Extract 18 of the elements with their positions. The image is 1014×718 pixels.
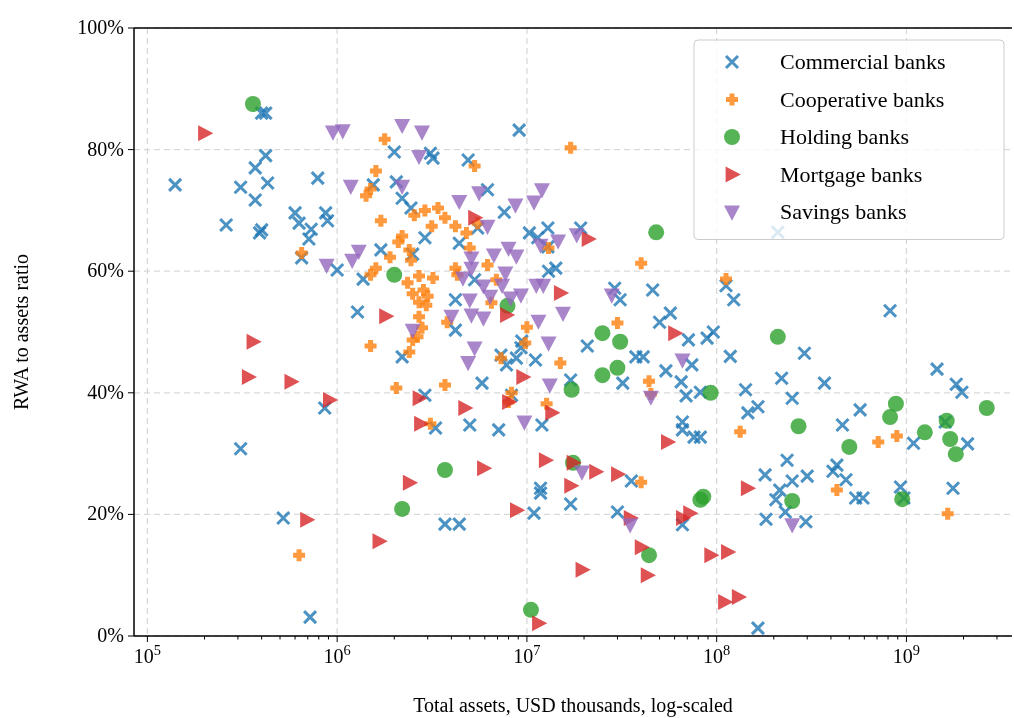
x-axis-title: Total assets, USD thousands, log-scaled: [413, 694, 733, 717]
y-tick-label: 80%: [87, 137, 124, 160]
y-tick-label: 20%: [87, 502, 124, 525]
y-tick-label: 40%: [87, 380, 124, 403]
legend-label: Holding banks: [780, 124, 909, 149]
x-tick-label: 10$^{9}$: [892, 642, 921, 667]
y-tick-label: 60%: [87, 259, 124, 282]
y-tick-label: 100%: [77, 16, 124, 38]
x-tick-label: 10$^{5}$: [133, 642, 161, 667]
y-tick-label: 0%: [97, 624, 124, 646]
legend-label: Commercial banks: [780, 49, 946, 74]
y-axis-title: RWA to assets ratio: [10, 253, 32, 411]
legend-label: Mortgage banks: [780, 161, 923, 187]
legend-label: Savings banks: [780, 199, 907, 224]
legend-label: Cooperative banks: [780, 86, 945, 112]
x-tick-label: 10$^{6}$: [323, 642, 351, 667]
x-tick-label: 10$^{8}$: [703, 642, 731, 667]
x-tick-label: 10$^{7}$: [513, 642, 541, 667]
